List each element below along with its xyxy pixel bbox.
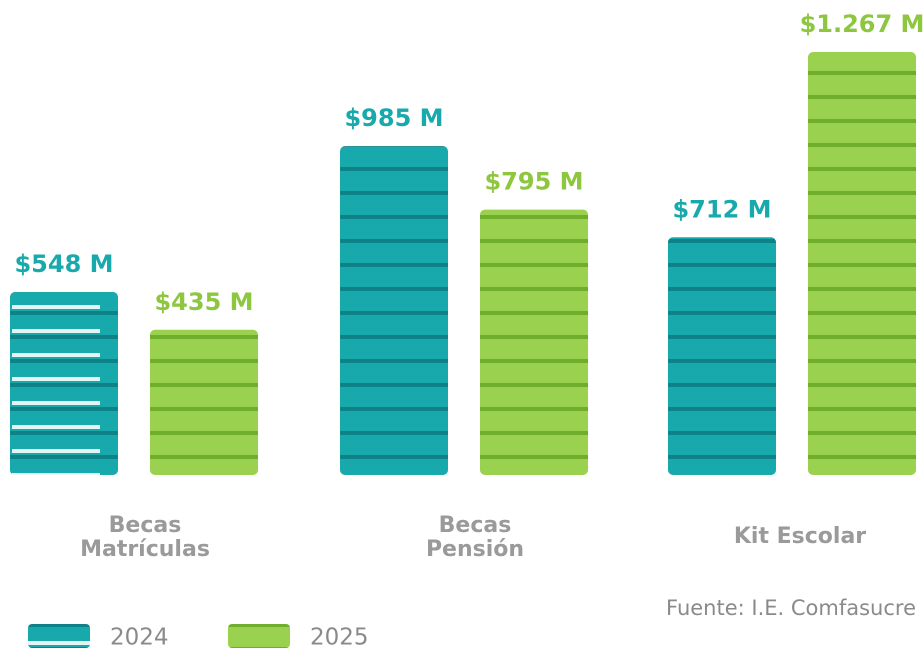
bar — [150, 329, 258, 475]
legend-swatch — [228, 624, 290, 648]
value-label: $985 M — [344, 104, 443, 132]
value-label: $548 M — [14, 250, 113, 278]
value-label: $795 M — [484, 168, 583, 196]
bar — [340, 146, 448, 475]
value-label: $1.267 M — [800, 10, 924, 38]
value-label: $435 M — [154, 288, 253, 316]
category-label: Kit Escolar — [733, 524, 867, 549]
legend-label: 2025 — [310, 625, 369, 651]
bar — [480, 209, 588, 475]
bar — [10, 292, 118, 475]
category-label: Becas Pensión — [425, 513, 525, 562]
category-label: Becas Matrículas — [80, 513, 210, 562]
legend-label: 2024 — [110, 625, 169, 651]
legend-swatch — [28, 624, 90, 648]
bar — [808, 52, 916, 475]
value-label: $712 M — [672, 195, 771, 223]
bar — [668, 237, 776, 475]
source: Fuente: I.E. Comfasucre — [666, 596, 916, 620]
